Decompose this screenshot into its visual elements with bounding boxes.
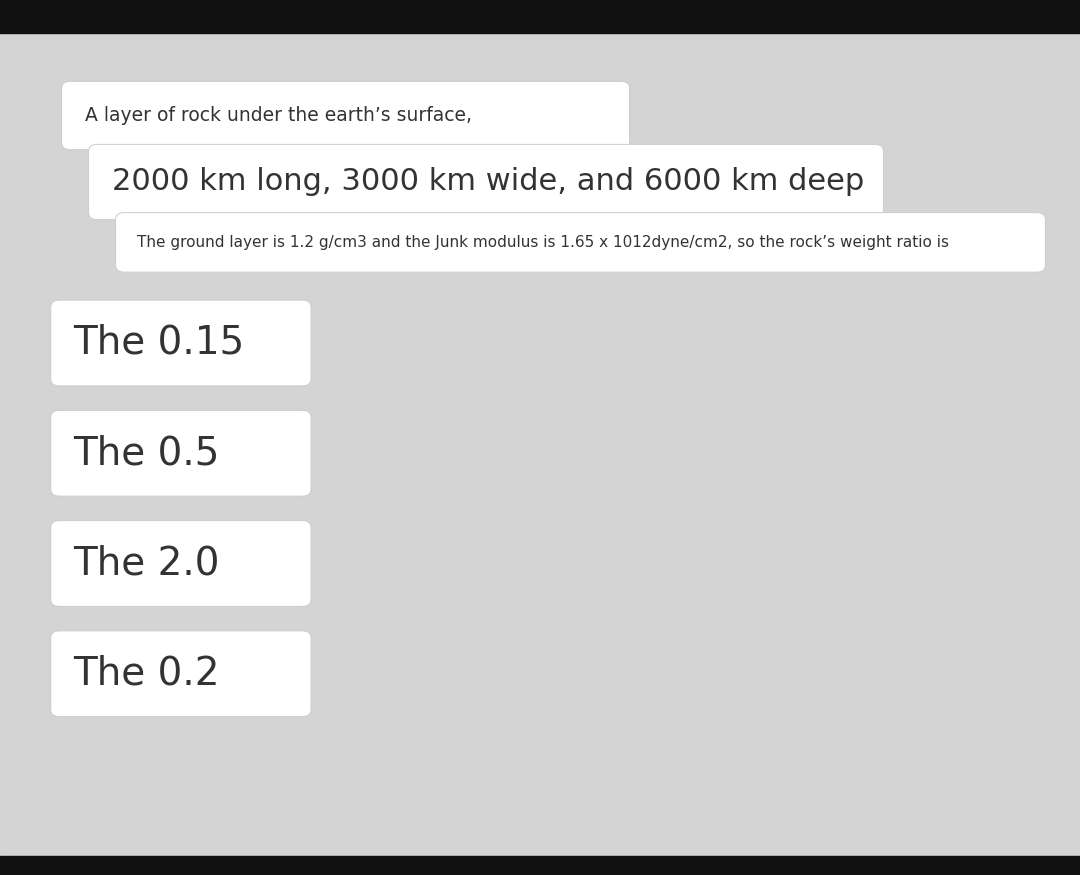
FancyBboxPatch shape [89,144,883,220]
Text: A layer of rock under the earth’s surface,: A layer of rock under the earth’s surfac… [85,106,472,125]
FancyBboxPatch shape [51,631,311,717]
Text: The 2.0: The 2.0 [73,544,220,583]
Text: The ground layer is 1.2 g/cm3 and the Junk modulus is 1.65 x 1012dyne/cm2, so th: The ground layer is 1.2 g/cm3 and the Ju… [137,234,949,250]
FancyBboxPatch shape [62,81,630,150]
FancyBboxPatch shape [51,300,311,386]
FancyBboxPatch shape [51,521,311,606]
Text: The 0.2: The 0.2 [73,654,220,693]
Text: The 0.15: The 0.15 [73,324,245,362]
Text: The 0.5: The 0.5 [73,434,220,473]
Text: 2000 km long, 3000 km wide, and 6000 km deep: 2000 km long, 3000 km wide, and 6000 km … [112,167,865,197]
FancyBboxPatch shape [51,410,311,496]
FancyBboxPatch shape [116,213,1045,272]
